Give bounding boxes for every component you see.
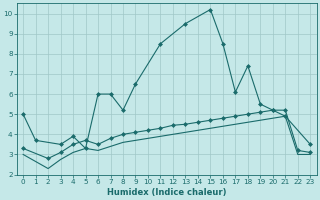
X-axis label: Humidex (Indice chaleur): Humidex (Indice chaleur) — [107, 188, 227, 197]
